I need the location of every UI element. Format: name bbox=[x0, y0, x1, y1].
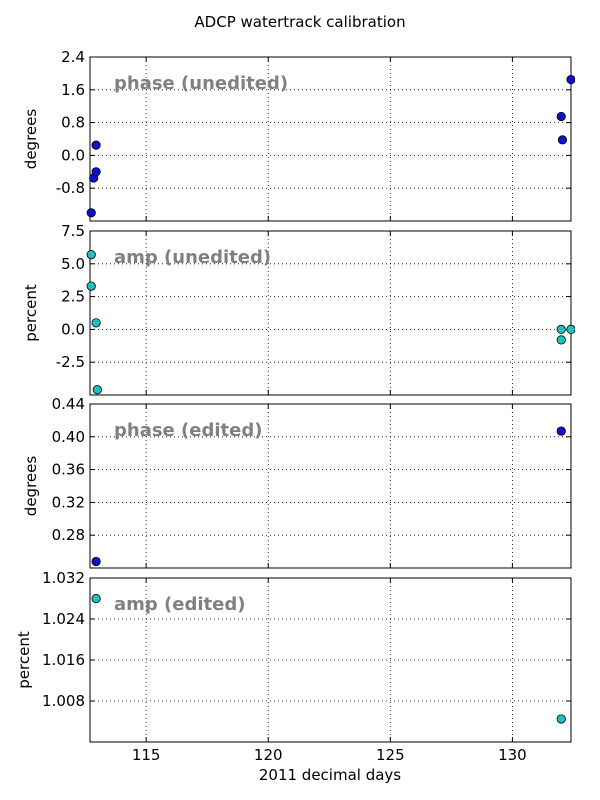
data-point bbox=[91, 556, 101, 567]
data-points bbox=[86, 250, 575, 395]
panel-frame bbox=[89, 56, 572, 222]
y-tick-label: 0.28 bbox=[52, 526, 85, 544]
x-tick-label: 130 bbox=[498, 746, 527, 764]
y-tick-label: 7.5 bbox=[61, 222, 85, 240]
y-tick-label: 0.40 bbox=[52, 428, 85, 446]
data-point bbox=[556, 426, 566, 436]
y-tick-label: 0.0 bbox=[61, 146, 85, 164]
y-axis-label: degrees bbox=[22, 456, 40, 517]
panel-label: amp (edited) bbox=[114, 594, 245, 615]
panel-frame bbox=[89, 403, 572, 569]
data-point bbox=[556, 324, 566, 334]
panel-label: phase (unedited) bbox=[114, 73, 288, 94]
y-tick-label: -0.8 bbox=[56, 179, 85, 197]
data-point bbox=[556, 714, 566, 724]
y-tick-label: 1.024 bbox=[42, 610, 85, 628]
x-axis-label: 2011 decimal days bbox=[259, 766, 401, 784]
y-tick-label: 0.0 bbox=[61, 320, 85, 338]
x-tick-label: 120 bbox=[254, 746, 283, 764]
y-tick-label: 1.008 bbox=[42, 692, 85, 710]
panel-label: amp (unedited) bbox=[114, 247, 271, 268]
data-points bbox=[91, 426, 566, 567]
data-point bbox=[86, 281, 96, 291]
y-tick-label: 0.32 bbox=[52, 493, 85, 511]
data-point bbox=[566, 74, 575, 85]
y-axis-label: percent bbox=[22, 284, 40, 342]
data-point bbox=[86, 250, 96, 260]
y-tick-label: -2.5 bbox=[56, 353, 85, 371]
panel-3: 0.28 0.32 0.36 0.40 0.44 phase (edited) degree… bbox=[22, 395, 572, 569]
x-tick-label: 115 bbox=[132, 746, 161, 764]
data-point bbox=[566, 324, 575, 334]
y-axis-label: percent bbox=[15, 631, 33, 689]
data-point bbox=[91, 318, 101, 328]
y-tick-label: 0.8 bbox=[61, 114, 85, 132]
data-points bbox=[86, 74, 575, 218]
y-tick-label: 2.4 bbox=[61, 48, 85, 66]
data-point bbox=[92, 385, 102, 395]
data-point bbox=[86, 208, 96, 218]
panel-frame bbox=[89, 230, 572, 396]
y-tick-label: 1.6 bbox=[61, 81, 85, 99]
y-tick-label: 5.0 bbox=[61, 255, 85, 273]
data-point bbox=[91, 593, 101, 604]
y-tick-label: 0.44 bbox=[52, 395, 85, 413]
data-points bbox=[91, 593, 566, 724]
y-tick-label: 0.36 bbox=[52, 461, 85, 479]
panel-4: 115 120 125 130 1.008 1.016 1.024 1.032 amp (edi… bbox=[15, 569, 572, 764]
data-point bbox=[556, 335, 566, 345]
panel-label: phase (edited) bbox=[114, 420, 262, 441]
y-axis-label: degrees bbox=[22, 109, 40, 170]
data-point bbox=[91, 167, 101, 177]
chart-title: ADCP watertrack calibration bbox=[194, 13, 405, 31]
panel-frame bbox=[89, 577, 572, 743]
panel-2: -2.5 0.0 2.5 5.0 7.5 amp (unedited) percent bbox=[22, 222, 575, 396]
data-point bbox=[556, 111, 566, 122]
y-tick-label: 1.016 bbox=[42, 651, 85, 669]
data-point bbox=[91, 140, 101, 150]
data-point bbox=[557, 135, 568, 145]
y-tick-label: 2.5 bbox=[61, 288, 85, 306]
y-tick-label: 1.032 bbox=[42, 569, 85, 587]
panel-1: -0.8 0.0 0.8 1.6 2.4 phase (unedited) degrees bbox=[22, 48, 575, 222]
x-tick-label: 125 bbox=[376, 746, 405, 764]
